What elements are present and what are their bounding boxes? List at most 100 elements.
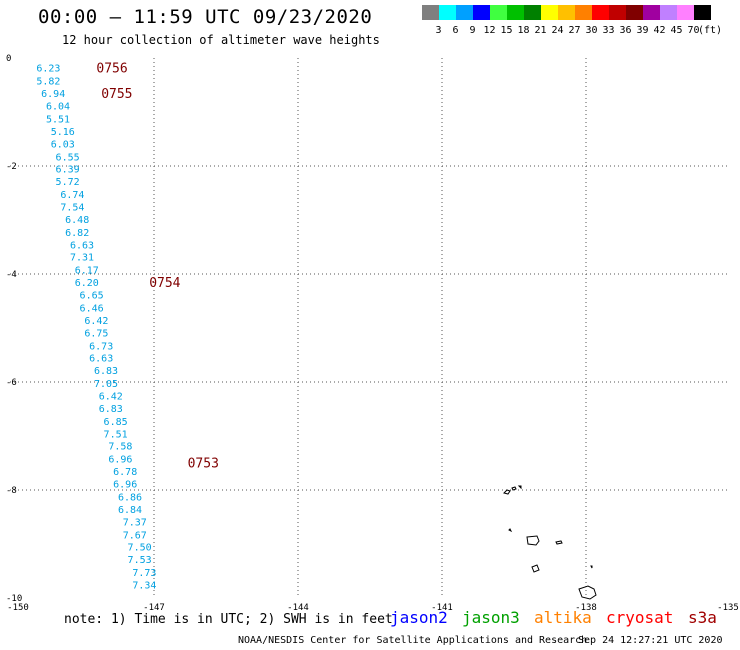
colorbar-label: 39	[636, 25, 649, 36]
swh-point: 6.84	[118, 505, 142, 516]
swh-point: 6.23	[36, 64, 60, 75]
colorbar-swatch	[694, 5, 711, 20]
x-tick-label: -138	[575, 603, 597, 613]
colorbar-swatch	[609, 5, 626, 20]
colorbar-label: 70	[687, 25, 700, 36]
island-outline	[578, 585, 597, 600]
colorbar-swatch	[592, 5, 609, 20]
swh-point: 6.63	[70, 240, 94, 251]
colorbar-label: 21	[534, 25, 547, 36]
island-outline	[526, 535, 540, 546]
swh-point: 7.73	[132, 568, 156, 579]
swh-point: 5.16	[51, 127, 75, 138]
swh-point: 5.72	[56, 177, 80, 188]
swh-point: 6.96	[113, 480, 137, 491]
colorbar-label: 30	[585, 25, 598, 36]
swh-point: 6.73	[89, 341, 113, 352]
colorbar-label: 12	[483, 25, 496, 36]
x-tick-label: -141	[431, 603, 453, 613]
swh-point: 7.58	[108, 442, 132, 453]
island-outline	[531, 564, 540, 573]
x-tick-label: -144	[287, 603, 309, 613]
legend-item-jason2: jason2	[390, 608, 448, 627]
y-tick-label: -10	[6, 594, 22, 604]
swh-point: 6.78	[113, 467, 137, 478]
footnote: note: 1) Time is in UTC; 2) SWH is in fe…	[64, 612, 393, 627]
swh-point: 6.94	[41, 89, 65, 100]
chart-title: 00:00 – 11:59 UTC 09/23/2020	[38, 6, 373, 28]
island-outline	[503, 489, 511, 495]
swh-point: 6.75	[84, 328, 108, 339]
swh-point: 5.82	[36, 77, 60, 88]
y-tick-label: -6	[6, 378, 17, 388]
swh-point: 5.51	[46, 114, 70, 125]
legend-item-s3a: s3a	[688, 608, 717, 627]
swh-point: 6.74	[60, 190, 84, 201]
swh-point: 6.17	[75, 266, 99, 277]
swh-point: 7.50	[128, 543, 152, 554]
x-tick-label: -147	[143, 603, 165, 613]
colorbar-label: 3	[435, 25, 442, 36]
colorbar-swatch	[422, 5, 439, 20]
swh-point: 7.67	[123, 530, 147, 541]
swh-point: 6.82	[65, 228, 89, 239]
swh-point: 6.83	[99, 404, 123, 415]
swh-point: 6.48	[65, 215, 89, 226]
swh-point: 6.39	[56, 165, 80, 176]
colorbar-swatch	[575, 5, 592, 20]
colorbar-swatch	[507, 5, 524, 20]
y-tick-label: -8	[6, 486, 17, 496]
colorbar-label: 42	[653, 25, 666, 36]
time-label: 0755	[101, 87, 132, 102]
colorbar-label: 9	[469, 25, 476, 36]
colorbar-unit: (ft)	[698, 25, 723, 36]
swh-point: 7.05	[94, 379, 118, 390]
swh-point: 7.31	[70, 253, 94, 264]
y-tick-label: 0	[6, 54, 11, 64]
swh-point: 7.54	[60, 203, 84, 214]
colorbar-label: 33	[602, 25, 615, 36]
swh-point: 6.85	[104, 417, 128, 428]
swh-point: 6.65	[80, 291, 104, 302]
y-tick-label: -4	[6, 270, 17, 280]
timestamp-text: Sep 24 12:27:21 UTC 2020	[578, 635, 723, 646]
swh-point: 6.03	[51, 139, 75, 150]
colorbar-swatch	[626, 5, 643, 20]
colorbar-swatch	[473, 5, 490, 20]
colorbar-label: 15	[500, 25, 513, 36]
island-outline	[555, 540, 563, 545]
swh-point: 6.42	[84, 316, 108, 327]
credit-text: NOAA/NESDIS Center for Satellite Applica…	[238, 635, 588, 646]
legend-item-cryosat: cryosat	[606, 608, 674, 627]
swh-point: 6.83	[94, 366, 118, 377]
colorbar-swatch	[643, 5, 660, 20]
time-label: 0756	[96, 62, 127, 77]
colorbar-swatch	[524, 5, 541, 20]
colorbar-label: 18	[517, 25, 530, 36]
swh-point: 7.37	[123, 517, 147, 528]
colorbar-swatch	[490, 5, 507, 20]
swh-point: 7.51	[104, 429, 128, 440]
swh-point: 7.53	[128, 555, 152, 566]
colorbar-swatch	[439, 5, 456, 20]
legend-item-altika: altika	[534, 608, 592, 627]
island-outlines	[503, 485, 597, 600]
colorbar-label: 36	[619, 25, 632, 36]
swh-point: 6.20	[75, 278, 99, 289]
chart-subtitle: 12 hour collection of altimeter wave hei…	[62, 33, 380, 47]
y-tick-label: -2	[6, 162, 17, 172]
swh-point: 6.04	[46, 102, 70, 113]
colorbar-label: 6	[452, 25, 459, 36]
swh-point: 7.34	[132, 581, 156, 592]
x-tick-label: -150	[7, 603, 29, 613]
island-outline	[590, 565, 593, 569]
colorbar-swatch	[541, 5, 558, 20]
colorbar-swatch	[558, 5, 575, 20]
island-outline	[517, 485, 522, 490]
swh-point: 6.46	[80, 303, 104, 314]
time-label: 0754	[149, 276, 180, 291]
island-outline	[508, 528, 513, 533]
time-label: 0753	[188, 456, 219, 471]
colorbar-label: 45	[670, 25, 683, 36]
